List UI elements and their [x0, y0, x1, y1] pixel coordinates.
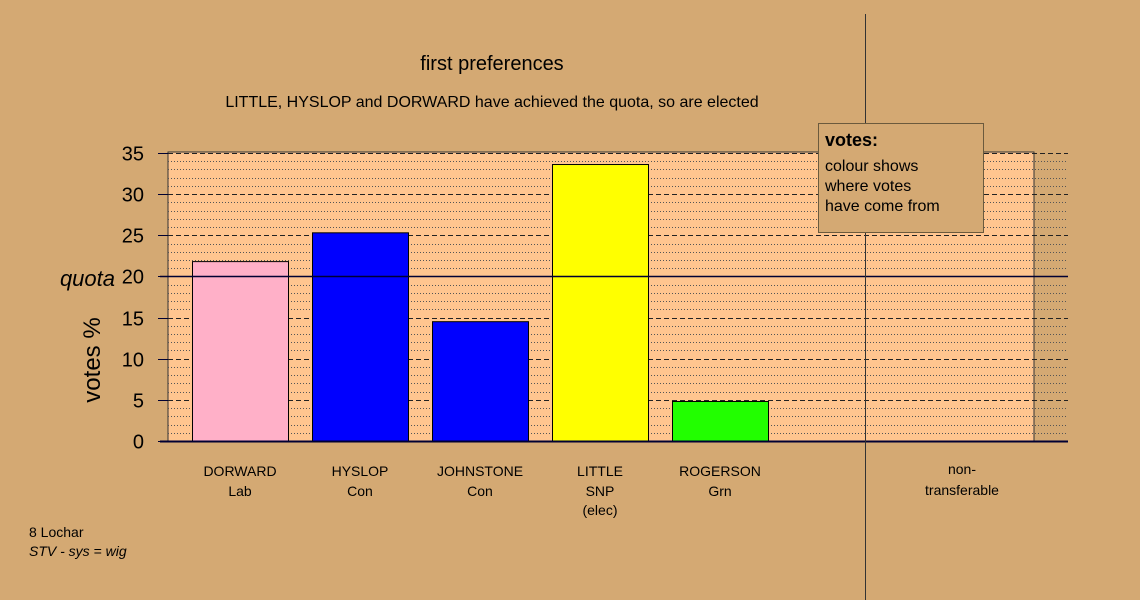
- x-tick-label-name: JOHNSTONE: [437, 463, 523, 479]
- x-tick-label-party: SNP: [586, 483, 615, 499]
- y-tick-label: 35: [122, 144, 144, 166]
- footer: 8 Lochar STV - sys = wig: [29, 523, 127, 561]
- y-tick-label: 25: [122, 226, 144, 248]
- quota-label: quota: [60, 266, 115, 291]
- x-tick-label-name: ROGERSON: [679, 463, 761, 479]
- x-tick-label-party: Con: [347, 483, 373, 499]
- legend-line: have come from: [825, 198, 940, 215]
- axes: [158, 153, 1068, 443]
- bar-hyslop: [312, 232, 409, 442]
- y-axis-label: votes %: [79, 317, 106, 402]
- x-tick-label-note: (elec): [582, 502, 617, 518]
- labels: DORWARD Lab HYSLOP Con JOHNSTONE Con LITTLE SNP…: [122, 144, 999, 519]
- legend-line: where votes: [825, 178, 912, 195]
- y-tick-label: 10: [122, 350, 144, 372]
- bar-little: [552, 164, 649, 442]
- chart-title: first preferences: [420, 53, 563, 75]
- system-label: STV - sys = wig: [29, 543, 127, 559]
- y-tick-label: 15: [122, 309, 144, 331]
- legend-box: votes: colour shows where votes have com…: [818, 123, 984, 233]
- bars: [192, 164, 769, 442]
- y-tick-label: 0: [133, 432, 144, 454]
- x-tick-label-party: Grn: [708, 483, 731, 499]
- legend-line: colour shows: [825, 158, 919, 175]
- legend-title: votes:: [825, 130, 879, 150]
- x-tick-label-name: LITTLE: [577, 463, 623, 479]
- y-tick-label: 20: [122, 267, 144, 289]
- x-tick-label-name: HYSLOP: [332, 463, 389, 479]
- chart-subtitle: LITTLE, HYSLOP and DORWARD have achieved…: [225, 94, 758, 111]
- bar-rogerson: [672, 401, 769, 442]
- x-tick-label-party: Con: [467, 483, 493, 499]
- bar-johnstone: [432, 321, 529, 442]
- constituency-label: 8 Lochar: [29, 524, 84, 540]
- y-tick-label: 30: [122, 185, 144, 207]
- x-tick-label-party: Lab: [228, 483, 252, 499]
- nontransferable-label: transferable: [925, 482, 999, 498]
- x-tick-label-name: DORWARD: [203, 463, 276, 479]
- nontransferable-label: non-: [948, 461, 976, 477]
- y-tick-label: 5: [133, 391, 144, 413]
- bar-dorward: [192, 261, 289, 442]
